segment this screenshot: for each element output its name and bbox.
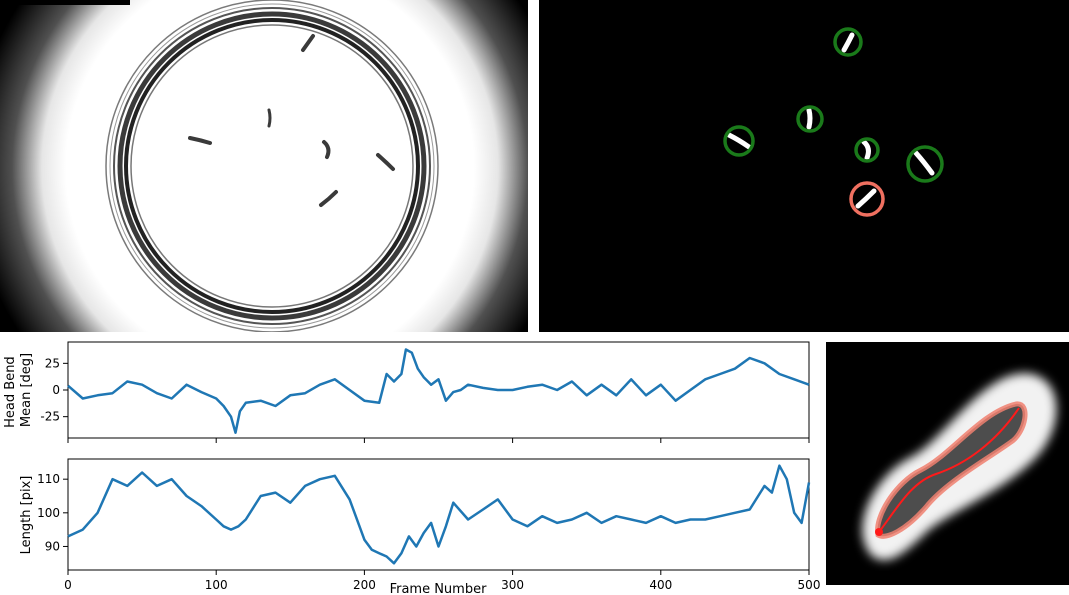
raw-frame-background xyxy=(0,0,528,332)
tracked-worms xyxy=(723,27,944,217)
head-bend-x-ticks xyxy=(67,438,810,443)
tracking-background xyxy=(539,0,1069,332)
track-4 xyxy=(854,137,880,163)
worms-raw xyxy=(188,34,395,207)
tracking-panel xyxy=(539,0,1069,332)
head-bend-ylabel: Head Bend Mean [deg] xyxy=(3,352,34,428)
y-tick-label: -25 xyxy=(40,410,60,424)
x-tick-label: 100 xyxy=(205,578,228,592)
time-series-plots: 25 0 -25 Head Bend Mean [deg] 110 100 90 0 10… xyxy=(3,341,820,595)
x-tick-label: 200 xyxy=(353,578,376,592)
y-tick-label: 90 xyxy=(45,539,60,553)
head-bend-y-ticks: 25 0 -25 xyxy=(40,356,68,424)
track-selected xyxy=(849,181,885,217)
worm-zoom-panel xyxy=(826,342,1069,585)
head-bend-plot: 25 0 -25 Head Bend Mean [deg] xyxy=(3,341,810,443)
track-1 xyxy=(833,27,863,57)
length-series-line xyxy=(67,464,811,565)
x-tick-label: 0 xyxy=(64,578,72,592)
y-tick-label: 100 xyxy=(37,506,60,520)
y-tick-label: 25 xyxy=(45,356,60,370)
length-plot: 110 100 90 0 100 200 300 400 500 Length [pix] F… xyxy=(19,458,820,595)
track-2 xyxy=(796,105,824,133)
length-y-ticks: 110 100 90 xyxy=(37,472,68,553)
y-tick-label: 0 xyxy=(52,383,60,397)
worm-body xyxy=(875,401,1028,539)
x-tick-label: 300 xyxy=(501,578,524,592)
length-ylabel: Length [pix] xyxy=(19,476,34,555)
length-x-ticks: 0 100 200 300 400 500 xyxy=(64,570,820,592)
y-tick-label: 110 xyxy=(37,472,60,486)
track-3 xyxy=(723,125,755,157)
worm-head-marker xyxy=(875,528,883,536)
x-tick-label: 500 xyxy=(798,578,821,592)
head-bend-series-line xyxy=(67,348,810,434)
x-tick-label: 400 xyxy=(649,578,672,592)
x-axis-label: Frame Number xyxy=(390,582,488,595)
worm-skeleton xyxy=(878,407,1020,533)
track-5 xyxy=(906,145,944,183)
length-axes-frame xyxy=(67,458,810,571)
petri-dish xyxy=(105,0,439,332)
scale-bar xyxy=(0,0,130,5)
raw-frame-panel xyxy=(0,0,528,332)
